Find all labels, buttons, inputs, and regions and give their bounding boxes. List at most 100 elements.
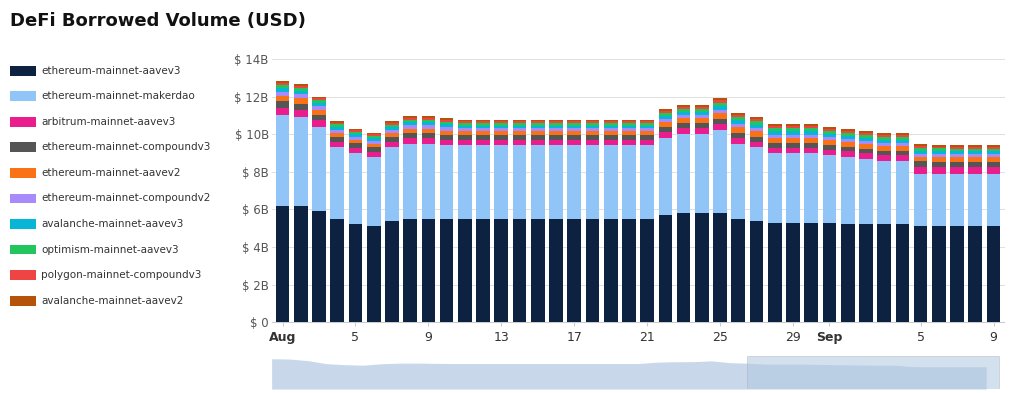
Bar [823,222,836,322]
Bar [294,110,307,117]
Bar [568,136,581,140]
Bar [676,128,691,134]
Bar [877,151,891,155]
Bar [385,133,399,137]
Bar [932,167,946,174]
Bar [421,143,436,219]
Bar [823,134,836,137]
Bar [950,145,964,147]
Bar [932,162,946,167]
Bar [805,134,818,138]
Bar [805,153,818,222]
Bar [896,133,909,134]
Bar [969,147,982,149]
Bar [786,129,800,131]
Bar [695,105,708,107]
Bar [786,143,800,147]
Bar [950,226,964,322]
Bar [604,123,617,125]
Bar [987,162,1000,167]
Bar [932,145,946,147]
Bar [622,125,636,129]
Bar [604,121,617,123]
Bar [477,136,490,140]
Bar [914,162,928,167]
Bar [695,115,708,118]
Bar [568,125,581,129]
Bar [512,131,527,136]
Bar [932,157,946,162]
Bar [859,159,872,224]
Bar [385,137,399,142]
Bar [440,140,453,145]
Bar [896,155,909,160]
Bar [732,127,745,133]
Bar [367,134,380,136]
Bar [512,140,527,145]
Bar [585,129,600,131]
Bar [367,136,380,138]
Bar [676,105,691,107]
Bar [676,109,691,112]
Bar [840,129,855,130]
Bar [568,121,581,123]
Bar [494,131,508,136]
Bar [385,121,399,123]
Bar [749,137,764,142]
Bar [877,155,891,160]
Bar [385,142,399,147]
Bar [823,131,836,134]
Bar [477,145,490,219]
Bar [585,219,600,322]
Bar [585,121,600,123]
Bar [659,116,672,119]
Bar [659,113,672,116]
Bar [786,147,800,153]
Bar [330,142,344,147]
Bar [987,147,1000,149]
Bar [367,132,380,134]
Bar [622,123,636,125]
Bar [477,129,490,131]
Bar [458,136,472,140]
Bar [604,129,617,131]
Bar [531,129,544,131]
Bar [348,140,362,143]
Bar [549,129,563,131]
Bar [859,153,872,159]
Bar [805,129,818,131]
Bar [732,120,745,124]
Bar [713,110,727,113]
Bar [987,151,1000,154]
Bar [969,151,982,154]
Bar [313,100,326,103]
Bar [313,127,326,211]
Bar [276,83,289,85]
Bar [732,219,745,322]
Bar [531,145,544,219]
Bar [877,137,891,140]
Bar [749,147,764,221]
Bar [622,119,636,121]
Bar [458,145,472,219]
Bar [367,141,380,143]
Bar [531,136,544,140]
Bar [896,224,909,322]
Bar [950,149,964,151]
Bar [713,213,727,322]
Bar [877,146,891,151]
Bar [404,219,417,322]
Bar [622,121,636,123]
Bar [604,140,617,145]
Bar [276,101,289,108]
Bar [840,133,855,136]
Bar [494,140,508,145]
Bar [676,134,691,213]
Bar [385,127,399,130]
Bar [641,136,654,140]
Bar [313,98,326,100]
Bar [440,122,453,125]
Bar [477,125,490,129]
Bar [695,134,708,213]
Bar [622,145,636,219]
